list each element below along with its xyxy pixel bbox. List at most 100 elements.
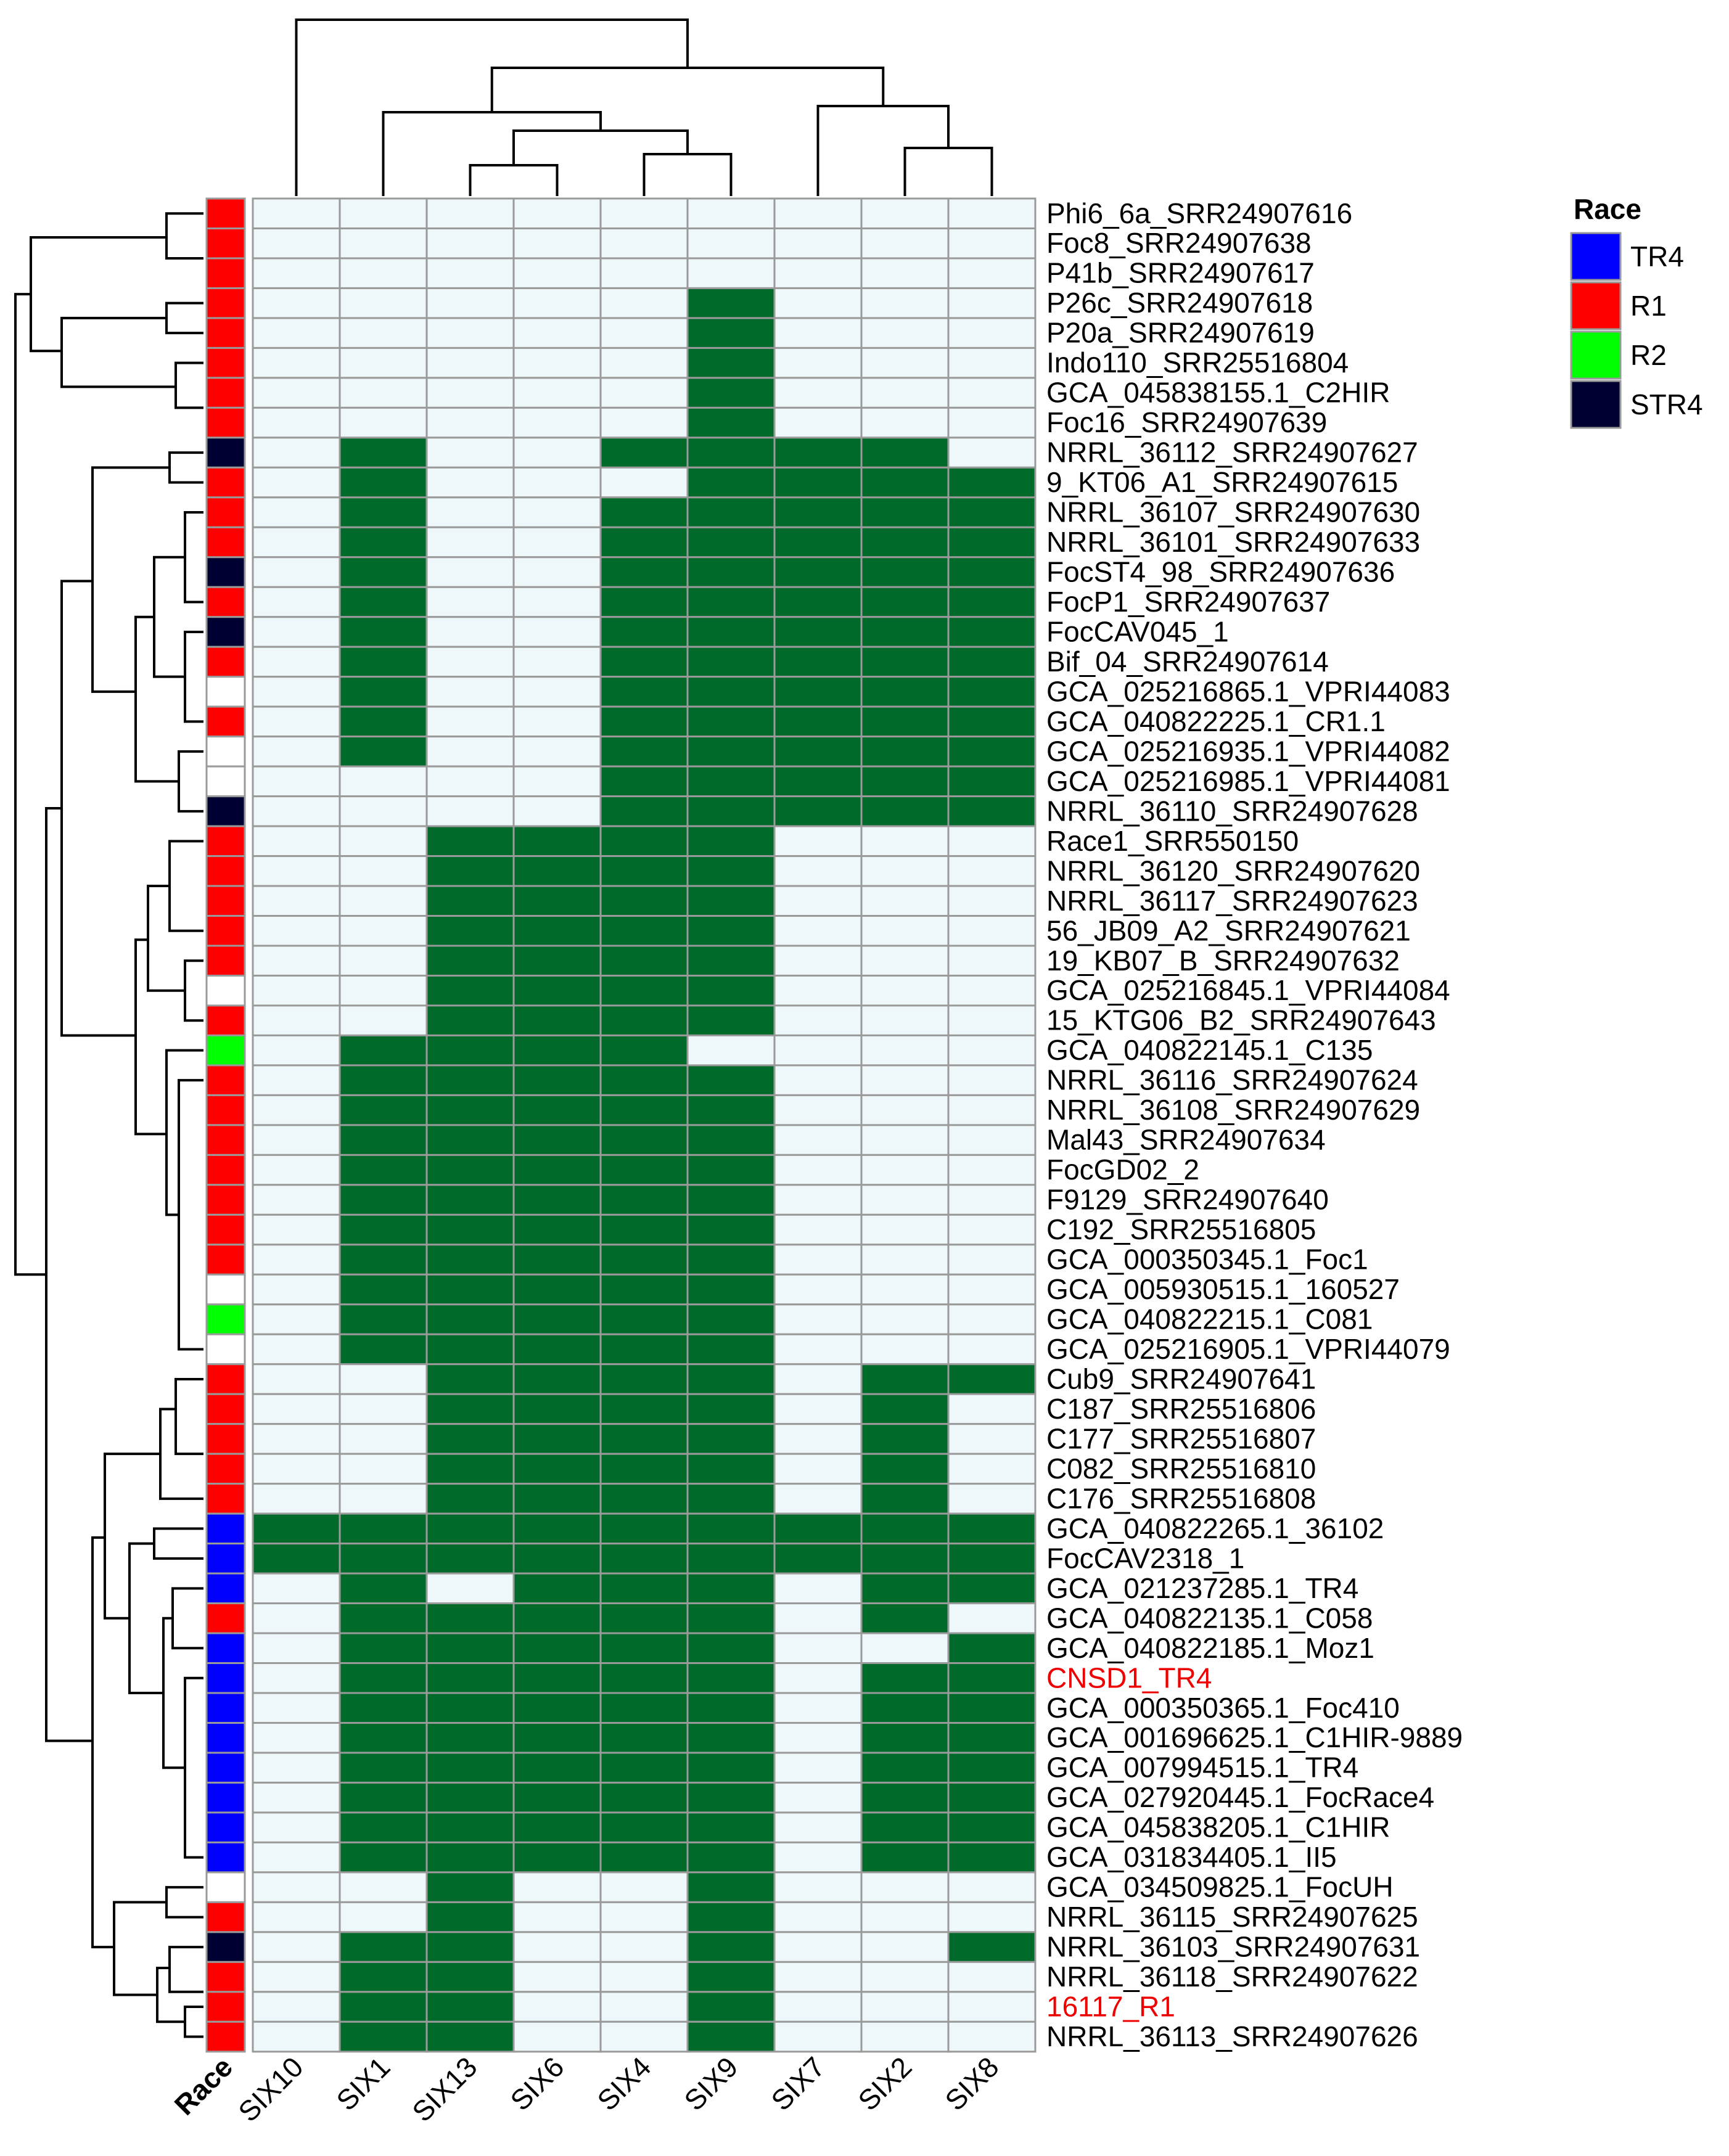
heatmap-cell <box>599 1692 689 1724</box>
heatmap-cell <box>860 1961 950 1993</box>
race-cell <box>205 1961 246 1993</box>
heatmap-cell <box>425 317 515 349</box>
heatmap-cell <box>425 1333 515 1366</box>
heatmap-cell <box>425 1064 515 1096</box>
race-cell <box>205 974 246 1007</box>
heatmap-cell <box>860 1363 950 1395</box>
heatmap-cell <box>339 1423 428 1455</box>
heatmap-cell <box>773 1094 863 1126</box>
heatmap-cell <box>686 1841 776 1874</box>
heatmap-cell <box>425 1154 515 1186</box>
legend-swatch <box>1570 330 1622 380</box>
heatmap-cell <box>599 1333 689 1366</box>
heatmap-cell <box>947 1752 1037 1784</box>
race-cell <box>205 1721 246 1754</box>
heatmap-cell <box>773 227 863 260</box>
heatmap-cell <box>860 1692 950 1724</box>
row-label: GCA_045838205.1_C1HIR <box>1046 1811 1390 1843</box>
heatmap-cell <box>512 1333 602 1366</box>
heatmap-cell <box>773 1512 863 1545</box>
heatmap-cell <box>252 496 341 528</box>
heatmap-cell <box>339 974 428 1007</box>
heatmap-cell <box>686 915 776 947</box>
heatmap-cell <box>252 377 341 409</box>
heatmap-cell <box>252 676 341 708</box>
heatmap-cell <box>252 1543 341 1575</box>
heatmap-cell <box>686 1244 776 1276</box>
race-cell <box>205 1064 246 1096</box>
heatmap-cell <box>252 1273 341 1306</box>
heatmap-cell <box>339 1721 428 1754</box>
row-label: GCA_000350365.1_Foc410 <box>1046 1692 1400 1724</box>
row-dendrogram-branch <box>113 1901 166 1996</box>
heatmap-cell <box>512 346 602 379</box>
heatmap-cell <box>339 616 428 648</box>
race-cell <box>205 1483 246 1515</box>
row-label: GCA_005930515.1_160527 <box>1046 1273 1400 1305</box>
heatmap-cell <box>512 855 602 887</box>
heatmap-cell <box>252 437 341 469</box>
heatmap-cell <box>773 1184 863 1216</box>
row-label: GCA_034509825.1_FocUH <box>1046 1871 1394 1903</box>
heatmap-cell <box>773 705 863 738</box>
heatmap-cell <box>252 705 341 738</box>
heatmap-cell <box>252 1901 341 1933</box>
heatmap-cell <box>860 2020 950 2053</box>
heatmap-cell <box>512 1423 602 1455</box>
heatmap-cell <box>339 676 428 708</box>
heatmap-cell <box>339 526 428 559</box>
heatmap-cell <box>947 526 1037 559</box>
heatmap-cell <box>252 1931 341 1963</box>
heatmap-cell <box>599 1811 689 1843</box>
heatmap-cell <box>947 1094 1037 1126</box>
race-cell <box>205 1871 246 1903</box>
heatmap-cell <box>425 1572 515 1605</box>
heatmap-cell <box>773 1363 863 1395</box>
heatmap-cell <box>686 526 776 559</box>
race-cell <box>205 1184 246 1216</box>
heatmap-cell <box>773 765 863 798</box>
heatmap-cell <box>425 197 515 229</box>
heatmap-cell <box>947 1034 1037 1067</box>
row-dendrogram-branch <box>91 1536 114 1949</box>
heatmap-cell <box>512 1124 602 1156</box>
heatmap-cell <box>860 885 950 917</box>
heatmap-cell <box>599 1213 689 1246</box>
heatmap-cell <box>252 1811 341 1843</box>
heatmap-cell <box>599 885 689 917</box>
heatmap-cell <box>599 616 689 648</box>
heatmap-cell <box>947 825 1037 858</box>
heatmap-cell <box>252 1333 341 1366</box>
heatmap-cell <box>252 1303 341 1335</box>
race-cell <box>205 1662 246 1694</box>
heatmap-cell <box>339 1811 428 1843</box>
heatmap-cell <box>339 377 428 409</box>
heatmap-cell <box>252 317 341 349</box>
race-cell <box>205 1572 246 1605</box>
heatmap-cell <box>686 1423 776 1455</box>
heatmap-cell <box>860 825 950 858</box>
row-label: NRRL_36116_SRR24907624 <box>1046 1064 1418 1096</box>
heatmap-cell <box>947 1692 1037 1724</box>
heatmap-cell <box>860 1453 950 1485</box>
heatmap-cell <box>686 586 776 618</box>
heatmap-cell <box>860 1572 950 1605</box>
heatmap-cell <box>339 1393 428 1425</box>
heatmap-cell <box>686 556 776 588</box>
legend-swatch <box>1570 232 1622 281</box>
heatmap-cell <box>512 1602 602 1634</box>
heatmap-cell <box>512 526 602 559</box>
heatmap-cell <box>599 1781 689 1814</box>
heatmap-cell <box>425 257 515 289</box>
row-label: GCA_040822185.1_Moz1 <box>1046 1632 1374 1664</box>
heatmap-cell <box>425 1124 515 1156</box>
race-cell <box>205 377 246 409</box>
heatmap-cell <box>686 1961 776 1993</box>
heatmap-cell <box>425 1184 515 1216</box>
heatmap-cell <box>599 556 689 588</box>
heatmap-cell <box>773 1543 863 1575</box>
heatmap-cell <box>947 795 1037 827</box>
race-cell <box>205 1393 246 1425</box>
heatmap-cell <box>773 1273 863 1306</box>
heatmap-cell <box>947 616 1037 648</box>
